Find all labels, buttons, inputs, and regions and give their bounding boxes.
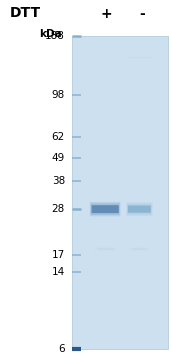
Bar	[72, 36, 168, 349]
Text: DTT: DTT	[10, 6, 41, 19]
Text: 62: 62	[52, 132, 65, 142]
Text: +: +	[100, 8, 112, 21]
FancyBboxPatch shape	[90, 202, 120, 216]
Text: 6: 6	[58, 344, 65, 354]
Text: 28: 28	[52, 204, 65, 214]
Text: -: -	[139, 8, 145, 21]
FancyBboxPatch shape	[128, 206, 151, 213]
FancyBboxPatch shape	[92, 205, 119, 213]
Text: 17: 17	[52, 249, 65, 260]
FancyBboxPatch shape	[91, 203, 120, 215]
Text: 49: 49	[52, 153, 65, 163]
FancyBboxPatch shape	[127, 204, 152, 215]
Text: 98: 98	[52, 90, 65, 100]
Text: kDa: kDa	[39, 29, 62, 39]
Text: 38: 38	[52, 176, 65, 186]
Text: 14: 14	[52, 267, 65, 277]
FancyBboxPatch shape	[126, 202, 153, 216]
Text: 188: 188	[45, 31, 65, 41]
